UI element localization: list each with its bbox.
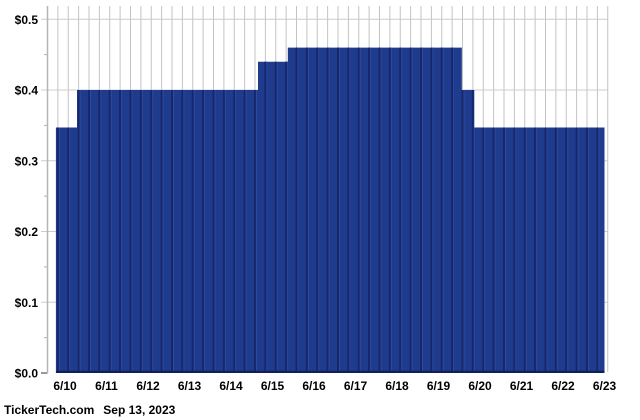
- x-axis-label: 6/10: [53, 379, 77, 393]
- x-axis-label: 6/15: [261, 379, 285, 393]
- x-axis-labels: 6/10 6/11 6/12 6/13 6/14 6/15 6/16 6/17 6/18 6/19…: [53, 379, 616, 393]
- area-stripes: [55, 47, 605, 373]
- x-axis-label: 6/18: [385, 379, 409, 393]
- y-axis-label: $0.0: [15, 367, 39, 381]
- chart-footer: TickerTech.com Sep 13, 2023: [4, 401, 636, 419]
- x-axis-label: 6/11: [95, 379, 118, 393]
- y-axis-label: $0.1: [15, 296, 39, 310]
- y-axis-label: $0.4: [15, 84, 39, 98]
- y-axis-labels: $0.0 $0.1 $0.2 $0.3 $0.4 $0.5: [15, 13, 39, 381]
- x-axis-label: 6/17: [344, 379, 368, 393]
- y-axis-label: $0.5: [15, 13, 39, 27]
- x-axis-label: 6/19: [427, 379, 451, 393]
- x-axis-label: 6/14: [219, 379, 243, 393]
- x-axis-label: 6/12: [136, 379, 160, 393]
- x-axis-label: 6/20: [468, 379, 492, 393]
- step-area-series: [55, 47, 605, 373]
- tickertech-brand-label: TickerTech.com: [4, 403, 95, 417]
- x-axis-label: 6/23: [593, 379, 617, 393]
- x-axis-label: 6/13: [178, 379, 202, 393]
- x-axis-label: 6/22: [551, 379, 575, 393]
- y-axis-label: $0.3: [15, 154, 39, 168]
- y-axis-minor-ticks: [41, 54, 48, 374]
- y-axis-label: $0.2: [15, 225, 39, 239]
- dividend-area-shape: [55, 47, 605, 373]
- x-axis-label: 6/16: [302, 379, 326, 393]
- x-axis-label: 6/21: [510, 379, 534, 393]
- chart-date-label: Sep 13, 2023: [103, 403, 176, 417]
